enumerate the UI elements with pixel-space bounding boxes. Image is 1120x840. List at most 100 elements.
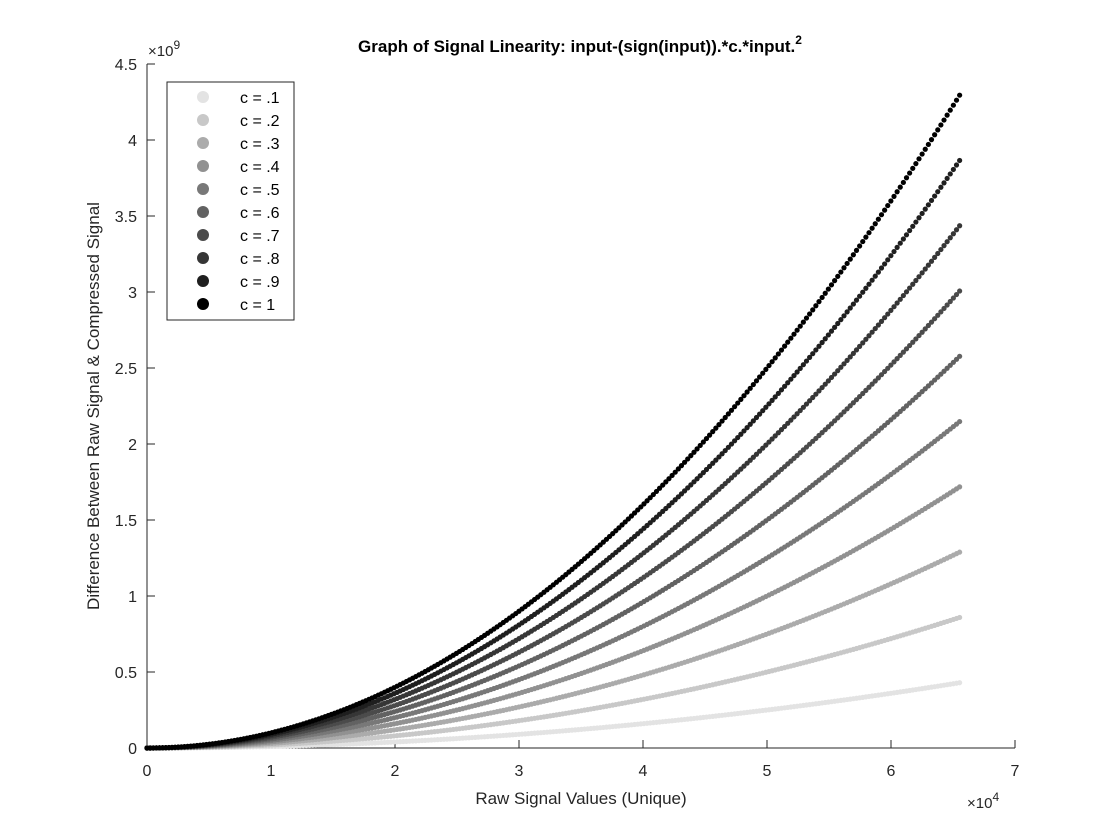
data-point <box>900 179 906 186</box>
data-point <box>938 184 944 190</box>
data-point <box>794 327 800 333</box>
data-point <box>922 146 928 152</box>
data-point <box>738 431 744 437</box>
data-point <box>885 257 891 263</box>
data-point <box>747 421 753 427</box>
data-point <box>788 335 794 341</box>
data-point <box>941 117 947 123</box>
data-point <box>885 311 891 317</box>
data-point <box>900 236 906 242</box>
data-point <box>866 333 872 339</box>
data-point <box>710 429 716 435</box>
data-point <box>882 315 888 321</box>
data-point <box>891 193 897 199</box>
data-point <box>678 463 685 469</box>
data-point <box>919 329 925 335</box>
data-point <box>878 372 885 378</box>
x-tick-label: 4 <box>639 763 648 780</box>
data-point <box>869 277 875 283</box>
legend-marker <box>197 160 209 172</box>
y-exponent-base: ×10 <box>148 43 173 60</box>
data-point <box>941 305 947 312</box>
data-point <box>957 92 963 98</box>
data-point <box>828 282 835 288</box>
data-point <box>719 451 725 457</box>
data-point <box>703 435 710 442</box>
data-point <box>800 362 806 368</box>
data-point <box>785 339 791 345</box>
data-point <box>706 432 713 438</box>
x-axis-label: Raw Signal Values (Unique) <box>475 789 686 808</box>
data-point <box>816 343 822 349</box>
data-point <box>944 175 950 182</box>
data-point <box>857 293 863 299</box>
data-point <box>878 318 885 324</box>
data-point <box>841 265 847 271</box>
data-point <box>857 343 863 349</box>
data-point <box>872 221 878 227</box>
legend-label: c = .3 <box>240 136 280 153</box>
y-axis-label: Difference Between Raw Signal & Compress… <box>84 202 103 610</box>
data-point <box>757 411 763 417</box>
data-point <box>835 273 841 279</box>
legend-label: c = .4 <box>240 159 280 176</box>
data-point <box>938 122 944 128</box>
data-point <box>922 206 928 212</box>
data-point <box>847 354 853 360</box>
data-point <box>891 359 897 365</box>
data-point <box>947 107 953 113</box>
data-point <box>913 336 919 342</box>
data-point <box>691 449 697 455</box>
data-point <box>838 269 844 275</box>
data-point <box>944 112 950 118</box>
legend-label: c = 1 <box>240 297 275 314</box>
x-tick-label: 5 <box>763 763 772 780</box>
data-point <box>928 258 935 264</box>
data-point <box>950 102 956 108</box>
data-point <box>713 457 719 463</box>
data-point <box>813 347 819 353</box>
legend-marker <box>197 229 209 241</box>
data-point <box>910 339 916 345</box>
data-point <box>919 151 925 157</box>
data-point <box>903 346 910 352</box>
data-point <box>728 407 735 413</box>
data-point <box>916 274 922 280</box>
series-layer <box>144 92 963 751</box>
data-point <box>775 390 781 396</box>
data-point <box>807 398 813 404</box>
data-point <box>944 239 950 245</box>
data-point <box>760 408 766 414</box>
y-tick-label: 0.5 <box>115 665 137 682</box>
data-point <box>957 484 963 490</box>
data-point <box>785 380 791 386</box>
data-point <box>769 397 775 403</box>
data-point <box>957 549 963 555</box>
data-point <box>863 234 869 240</box>
legend-marker <box>197 137 209 149</box>
data-point <box>750 418 756 424</box>
data-point <box>778 387 785 393</box>
data-point <box>716 454 722 460</box>
chart-title: Graph of Signal Linearity: input-(sign(i… <box>358 33 802 56</box>
data-point <box>885 365 891 371</box>
data-point <box>869 329 875 335</box>
data-point <box>794 369 800 375</box>
data-point <box>832 278 838 284</box>
data-point <box>797 323 803 329</box>
data-point <box>947 298 953 305</box>
data-point <box>700 439 706 445</box>
data-point <box>732 404 738 410</box>
data-point <box>663 479 669 485</box>
data-point <box>832 324 838 330</box>
data-point <box>910 223 916 229</box>
data-point <box>894 300 900 306</box>
legend-label: c = .5 <box>240 182 280 199</box>
data-point <box>897 296 903 302</box>
data-point <box>844 309 850 315</box>
data-point <box>835 368 841 374</box>
data-point <box>688 453 694 459</box>
data-point <box>660 482 666 488</box>
data-point <box>872 378 878 384</box>
data-point <box>797 365 803 371</box>
